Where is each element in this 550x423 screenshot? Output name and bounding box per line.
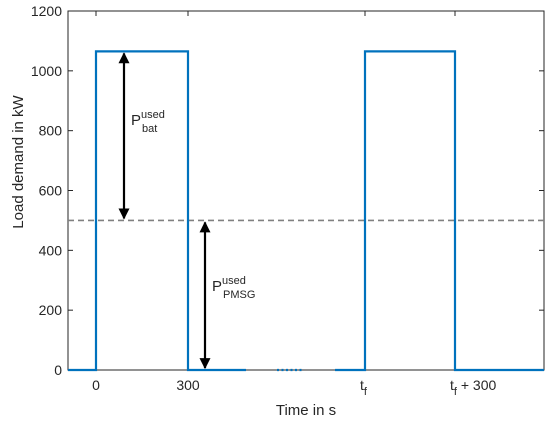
x-tick-label: 0 — [92, 377, 100, 393]
y-tick-label: 200 — [39, 302, 63, 318]
y-axis-label: Load demand in kW — [10, 94, 27, 228]
y-tick-label: 1200 — [31, 3, 62, 19]
x-axis-label: Time in s — [276, 402, 336, 419]
y-tick-label: 0 — [54, 362, 62, 378]
x-tick-label: tf — [360, 377, 368, 398]
annotation-label-2: Pused PMSG — [212, 275, 255, 301]
y-tick-label: 800 — [39, 123, 63, 139]
series-layer — [68, 50, 544, 372]
annotation-layer: Pused bat Pused PMSG — [118, 52, 255, 370]
x-tick-label: 300 — [176, 377, 200, 393]
y-tick-label: 600 — [39, 183, 63, 199]
x-tick-label: tf + 300 — [450, 377, 496, 398]
y-tick-label: 400 — [39, 242, 63, 258]
axes-box — [67, 10, 545, 371]
plot-area — [67, 10, 545, 371]
annotation-label-1: Pused bat — [131, 109, 165, 135]
x-axis: 0 300 tf tf + 300 — [92, 11, 496, 398]
series-line-1 — [68, 50, 246, 372]
series-line-2 — [335, 50, 544, 372]
y-axis: 0 200 400 600 800 1000 1200 — [31, 3, 544, 378]
y-tick-label: 1000 — [31, 63, 62, 79]
